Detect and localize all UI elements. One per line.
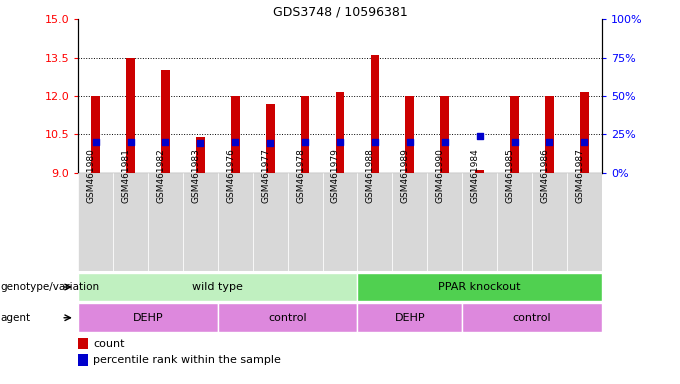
Point xyxy=(160,139,171,145)
Text: GSM461987: GSM461987 xyxy=(575,148,584,203)
Point xyxy=(265,140,275,146)
Point xyxy=(509,139,520,145)
Text: DEHP: DEHP xyxy=(394,313,425,323)
Text: GSM461979: GSM461979 xyxy=(331,148,340,203)
Text: count: count xyxy=(93,339,124,349)
Point xyxy=(439,139,450,145)
Point xyxy=(125,139,136,145)
Text: percentile rank within the sample: percentile rank within the sample xyxy=(93,355,281,365)
Bar xyxy=(113,173,148,271)
Point xyxy=(579,139,590,145)
Text: GSM461986: GSM461986 xyxy=(541,148,549,203)
Bar xyxy=(441,96,449,173)
Text: agent: agent xyxy=(1,313,31,323)
Bar xyxy=(427,173,462,271)
Text: GSM461985: GSM461985 xyxy=(505,148,515,203)
Bar xyxy=(392,173,427,271)
Point xyxy=(369,139,380,145)
Bar xyxy=(78,303,218,332)
Text: GSM461983: GSM461983 xyxy=(191,148,201,203)
Bar xyxy=(336,92,344,173)
Text: GSM461977: GSM461977 xyxy=(261,148,270,203)
Bar xyxy=(510,96,519,173)
Bar xyxy=(91,96,100,173)
Text: GSM461976: GSM461976 xyxy=(226,148,235,203)
Text: control: control xyxy=(269,313,307,323)
Bar xyxy=(218,303,358,332)
Bar xyxy=(288,173,322,271)
Text: GSM461984: GSM461984 xyxy=(471,148,479,203)
Point xyxy=(405,139,415,145)
Point xyxy=(90,139,101,145)
Bar xyxy=(545,96,554,173)
Bar xyxy=(231,96,239,173)
Bar xyxy=(371,55,379,173)
Bar xyxy=(462,173,497,271)
Bar xyxy=(580,92,589,173)
Point xyxy=(300,139,311,145)
Bar xyxy=(183,173,218,271)
Bar xyxy=(462,303,602,332)
Bar xyxy=(497,173,532,271)
Bar xyxy=(78,273,358,301)
Bar xyxy=(218,173,253,271)
Bar xyxy=(78,173,113,271)
Bar xyxy=(161,70,170,173)
Bar xyxy=(358,303,462,332)
Bar xyxy=(126,58,135,173)
Text: GSM461980: GSM461980 xyxy=(86,148,96,203)
Bar xyxy=(405,96,414,173)
Text: wild type: wild type xyxy=(192,282,243,292)
Text: PPAR knockout: PPAR knockout xyxy=(439,282,521,292)
Bar xyxy=(266,104,275,173)
Bar xyxy=(358,173,392,271)
Point xyxy=(544,139,555,145)
Bar xyxy=(196,137,205,173)
Text: GSM461978: GSM461978 xyxy=(296,148,305,203)
Point xyxy=(474,132,485,139)
Bar xyxy=(475,170,484,173)
Bar xyxy=(532,173,567,271)
Text: DEHP: DEHP xyxy=(133,313,163,323)
Text: genotype/variation: genotype/variation xyxy=(1,282,100,292)
Point xyxy=(335,139,345,145)
Bar xyxy=(78,338,88,349)
Text: GSM461982: GSM461982 xyxy=(156,148,165,203)
Bar xyxy=(78,354,88,366)
Text: GSM461989: GSM461989 xyxy=(401,148,410,203)
Text: GSM461988: GSM461988 xyxy=(366,148,375,203)
Text: GSM461981: GSM461981 xyxy=(122,148,131,203)
Point xyxy=(195,140,206,146)
Bar xyxy=(148,173,183,271)
Bar xyxy=(301,96,309,173)
Text: GSM461990: GSM461990 xyxy=(436,148,445,203)
Title: GDS3748 / 10596381: GDS3748 / 10596381 xyxy=(273,5,407,18)
Text: control: control xyxy=(513,313,551,323)
Bar xyxy=(358,273,602,301)
Bar xyxy=(567,173,602,271)
Bar xyxy=(322,173,358,271)
Point xyxy=(230,139,241,145)
Bar xyxy=(253,173,288,271)
